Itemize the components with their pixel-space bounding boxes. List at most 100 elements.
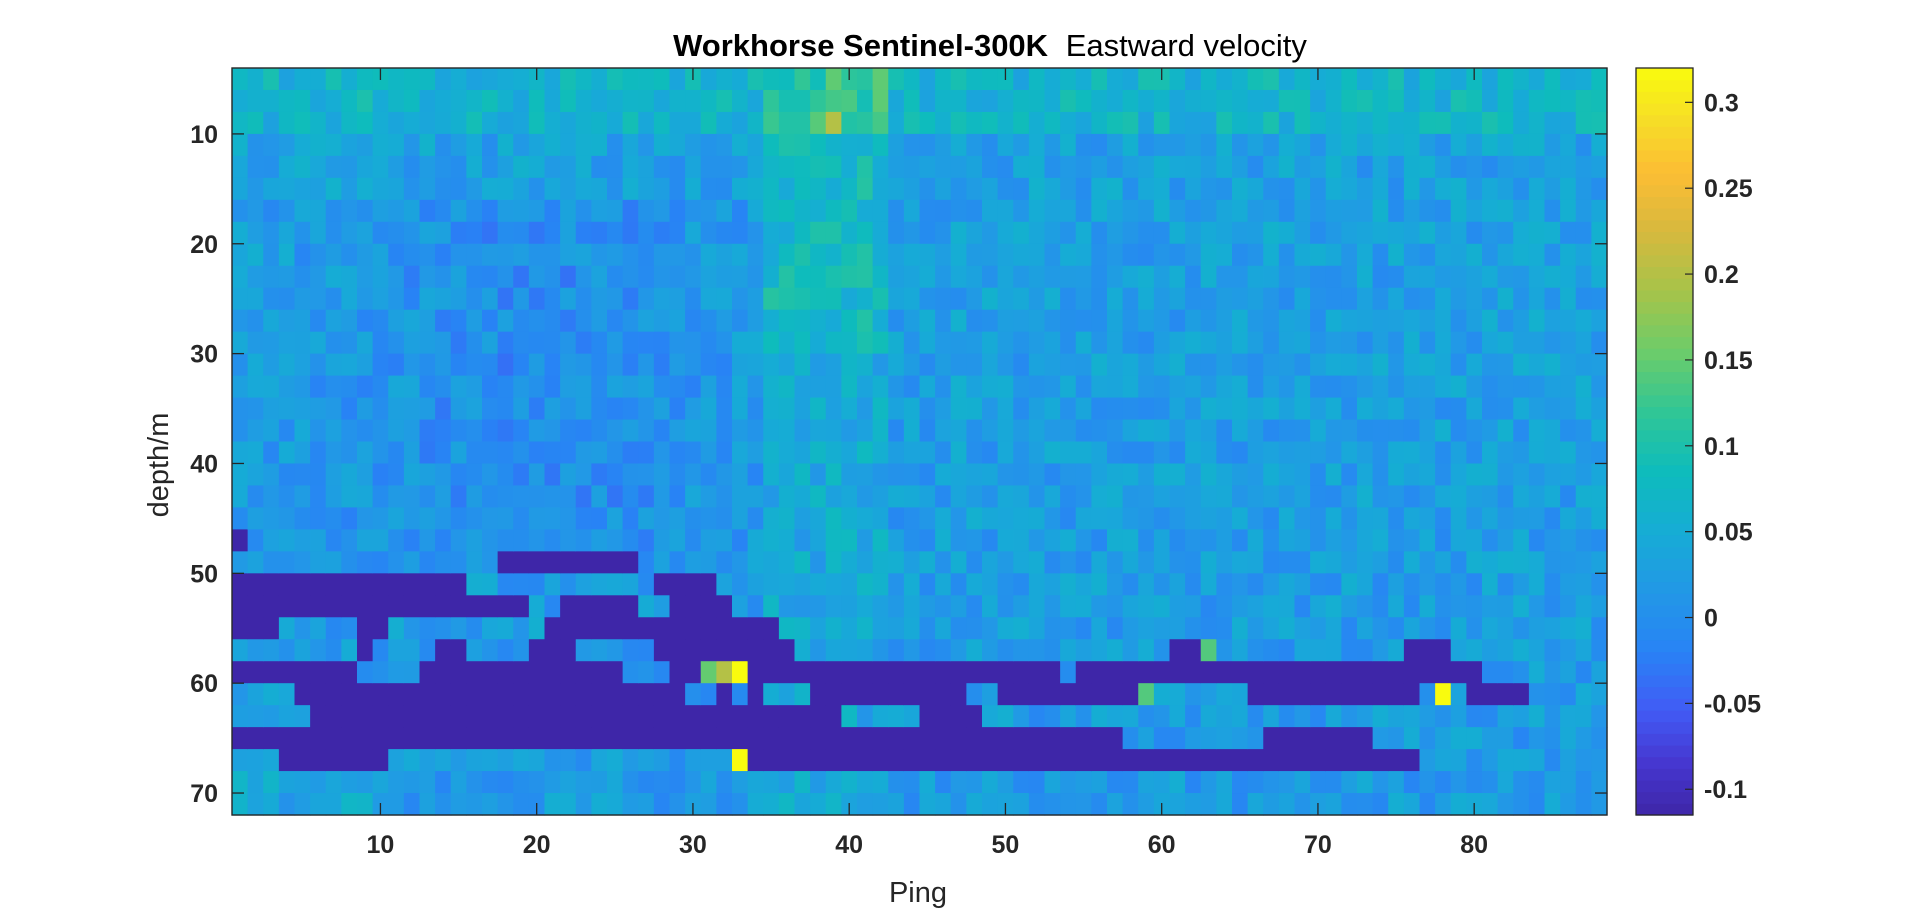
heatmap-cell — [1450, 111, 1467, 135]
heatmap-cell — [528, 485, 546, 509]
heatmap-cell — [1013, 287, 1030, 311]
heatmap-cell — [1466, 705, 1483, 728]
heatmap-cell — [497, 573, 514, 596]
heatmap-cell — [544, 89, 561, 113]
heatmap-cell — [622, 727, 639, 750]
heatmap-cell — [1528, 133, 1546, 157]
heatmap-cell — [1200, 177, 1217, 201]
heatmap-cell — [1247, 287, 1264, 311]
heatmap-cell — [1482, 771, 1499, 794]
heatmap-cell — [950, 661, 967, 684]
heatmap-cell — [607, 287, 624, 311]
heatmap-cell — [294, 639, 311, 662]
heatmap-cell — [1575, 639, 1592, 662]
heatmap-cell — [607, 573, 624, 596]
heatmap-cell — [1294, 551, 1311, 574]
heatmap-cell — [950, 485, 967, 509]
heatmap-cell — [560, 661, 577, 684]
heatmap-cell — [763, 573, 780, 596]
colorbar-segment — [1636, 336, 1693, 349]
heatmap-cell — [669, 683, 686, 706]
heatmap-cell — [1325, 375, 1342, 399]
heatmap-cell — [294, 397, 311, 421]
heatmap-cell — [778, 793, 796, 816]
heatmap-cell — [888, 661, 905, 684]
heatmap-cell — [997, 243, 1014, 267]
heatmap-cell — [1185, 89, 1202, 113]
heatmap-cell — [950, 595, 967, 618]
heatmap-cell — [1185, 353, 1202, 377]
heatmap-cell — [903, 595, 921, 618]
heatmap-cell — [247, 89, 264, 113]
heatmap-cell — [575, 727, 592, 750]
heatmap-cell — [872, 265, 889, 289]
heatmap-cell — [1216, 551, 1233, 574]
heatmap-cell — [263, 595, 280, 618]
heatmap-cell — [1450, 683, 1467, 706]
heatmap-cell — [778, 661, 796, 684]
heatmap-cell — [403, 463, 421, 487]
heatmap-cell — [435, 397, 452, 421]
heatmap-cell — [325, 265, 342, 289]
heatmap-cell — [669, 551, 686, 574]
heatmap-cell — [1216, 617, 1233, 640]
heatmap-cell — [1341, 793, 1358, 816]
heatmap-cell — [544, 111, 561, 135]
heatmap-cell — [982, 177, 999, 201]
heatmap-cell — [1325, 551, 1342, 574]
heatmap-cell — [341, 221, 358, 245]
heatmap-cell — [966, 573, 983, 596]
heatmap-cell — [403, 661, 421, 684]
heatmap-cell — [1419, 353, 1436, 377]
heatmap-cell — [1575, 727, 1592, 750]
heatmap-cell — [1122, 89, 1139, 113]
heatmap-cell — [1028, 177, 1046, 201]
heatmap-cell — [278, 111, 296, 135]
heatmap-cell — [1247, 771, 1264, 794]
heatmap-cell — [528, 353, 546, 377]
heatmap-cell — [872, 727, 889, 750]
heatmap-cell — [1247, 199, 1264, 223]
heatmap-cell — [1028, 265, 1046, 289]
heatmap-cell — [1435, 617, 1452, 640]
heatmap-cell — [278, 221, 296, 245]
heatmap-cell — [872, 68, 889, 91]
heatmap-cell — [732, 353, 749, 377]
heatmap-cell — [888, 749, 905, 772]
heatmap-cell — [747, 705, 764, 728]
heatmap-cell — [685, 89, 702, 113]
heatmap-cell — [1513, 177, 1530, 201]
heatmap-cell — [1388, 331, 1405, 355]
heatmap-cell — [403, 309, 421, 333]
heatmap-cell — [872, 793, 889, 816]
heatmap-cell — [1185, 243, 1202, 267]
heatmap-cell — [825, 749, 842, 772]
heatmap-cell — [1013, 265, 1030, 289]
heatmap-cell — [1403, 419, 1421, 443]
heatmap-cell — [388, 683, 405, 706]
heatmap-cell — [419, 133, 436, 157]
heatmap-cell — [1560, 155, 1577, 179]
heatmap-cell — [669, 199, 686, 223]
heatmap-cell — [435, 68, 452, 91]
heatmap-cell — [1247, 331, 1264, 355]
heatmap-cell — [1450, 265, 1467, 289]
heatmap-cell — [263, 221, 280, 245]
heatmap-cell — [1513, 397, 1530, 421]
heatmap-cell — [700, 463, 717, 487]
heatmap-cell — [1122, 683, 1139, 706]
heatmap-cell — [419, 595, 436, 618]
heatmap-cell — [263, 749, 280, 772]
heatmap-cell — [825, 287, 842, 311]
heatmap-cell — [294, 111, 311, 135]
heatmap-cell — [997, 639, 1014, 662]
heatmap-cell — [497, 551, 514, 574]
heatmap-cell — [982, 793, 999, 816]
heatmap-cell — [1403, 199, 1421, 223]
heatmap-cell — [435, 595, 452, 618]
heatmap-cell — [294, 705, 311, 728]
heatmap-cell — [732, 639, 749, 662]
heatmap-cell — [482, 683, 499, 706]
heatmap-cell — [1200, 155, 1217, 179]
heatmap-cell — [1216, 793, 1233, 816]
